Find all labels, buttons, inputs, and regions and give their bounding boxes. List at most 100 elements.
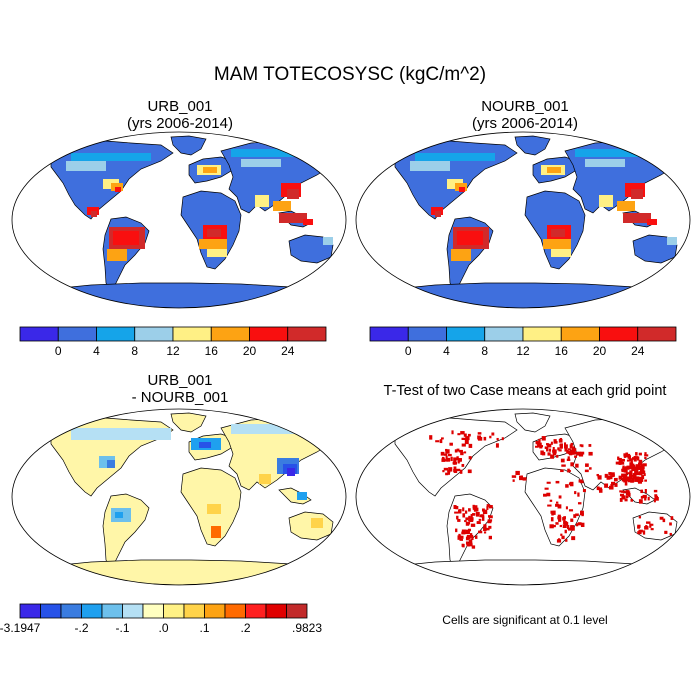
grid-cell: [553, 439, 557, 442]
grid-cell: [544, 487, 549, 490]
grid-cell: [456, 515, 459, 520]
colorbar-tick-label: 24: [631, 344, 645, 358]
grid-cell: [550, 441, 553, 445]
grid-cell: [468, 515, 471, 519]
grid-cell: [621, 497, 626, 500]
colorbar-swatch: [210, 326, 250, 342]
grid-cell: [458, 511, 462, 514]
grid-cell: [568, 509, 574, 512]
grid-cell: [596, 486, 600, 491]
grid-cell: [546, 492, 551, 497]
grid-cell: [553, 441, 558, 444]
map-border: [355, 408, 691, 586]
field-patch: [199, 442, 211, 448]
grid-cell: [571, 536, 576, 541]
grid-cell: [561, 535, 565, 540]
field-patch: [599, 195, 613, 207]
significance-note: Cells are significant at 0.1 level: [442, 613, 608, 627]
grid-cell: [465, 517, 469, 521]
grid-cell: [625, 495, 629, 499]
grid-cell: [563, 516, 566, 519]
grid-cell: [460, 431, 465, 435]
colorbar-tick-label: 8: [131, 344, 138, 358]
grid-cell: [477, 432, 482, 435]
grid-cell: [641, 475, 645, 480]
grid-cell: [491, 432, 495, 436]
grid-cell: [515, 470, 520, 476]
colorbar-swatch: [286, 603, 308, 619]
grid-cell: [568, 469, 571, 473]
grid-cell: [547, 452, 551, 456]
colorbar-swatch: [287, 326, 327, 342]
grid-cell: [481, 516, 485, 521]
grid-cell: [578, 479, 582, 483]
grid-cell: [466, 522, 471, 525]
field-patch: [279, 213, 307, 223]
grid-cell: [546, 447, 549, 452]
grid-cell: [488, 535, 492, 540]
colorbar-tick-label: .2: [240, 621, 250, 635]
grid-cell: [474, 535, 478, 539]
grid-cell: [519, 475, 523, 481]
grid-cell: [546, 481, 551, 484]
colorbar-tick-label: -.1: [115, 621, 129, 635]
field-patch: [547, 167, 561, 173]
grid-cell: [441, 437, 444, 440]
colorbar-urb: 0 4 8 12 16 20 24: [19, 326, 327, 358]
grid-cell: [441, 458, 446, 462]
grid-cell: [566, 458, 571, 462]
grid-cell: [474, 505, 478, 510]
colorbar-tick-label: .9823: [292, 621, 322, 635]
grid-cell: [552, 446, 555, 451]
panel-title-line1: URB_001: [147, 372, 213, 389]
continent-namerica: [394, 417, 518, 497]
grid-cell: [659, 516, 664, 520]
panel-title-line1: T-Test of two Case means at each grid po…: [383, 383, 667, 399]
grid-cell: [565, 539, 568, 542]
grid-cell: [644, 452, 647, 456]
figure-title: MAM TOTECOSYSC (kgC/m^2): [213, 64, 487, 85]
grid-cell: [458, 458, 462, 462]
field-patch: [287, 189, 299, 199]
grid-cell: [463, 433, 467, 437]
grid-cell: [638, 529, 643, 533]
grid-cell: [435, 440, 440, 443]
continent-antarctica: [384, 282, 662, 308]
grid-cell: [445, 472, 449, 476]
grid-cell: [619, 460, 623, 465]
grid-cell: [553, 524, 556, 528]
grid-cell: [610, 472, 615, 476]
colorbar-swatch: [19, 603, 41, 619]
grid-cell: [618, 475, 623, 480]
grid-cell: [560, 458, 565, 463]
grid-cell: [635, 464, 640, 469]
grid-cell: [631, 467, 636, 472]
grid-cell: [633, 456, 639, 460]
grid-cell: [453, 505, 457, 509]
grid-cell: [624, 466, 628, 470]
grid-cell: [550, 454, 554, 459]
grid-cell: [465, 541, 469, 545]
grid-cell: [561, 464, 566, 467]
grid-cell: [501, 437, 504, 441]
grid-cell: [571, 446, 575, 449]
grid-cell: [566, 449, 569, 454]
grid-cell: [478, 530, 483, 534]
grid-cell: [562, 524, 567, 528]
grid-cell: [544, 446, 549, 449]
field-patch: [459, 187, 465, 192]
grid-cell: [552, 453, 557, 456]
grid-cell: [451, 430, 454, 435]
grid-cell: [622, 458, 625, 462]
grid-cell: [624, 481, 628, 486]
grid-cell: [470, 517, 474, 521]
colorbar-tick-label: 16: [205, 344, 219, 358]
grid-cell: [613, 477, 618, 482]
grid-cell: [665, 429, 670, 433]
grid-cell: [640, 467, 643, 471]
field-patch: [241, 159, 281, 167]
grid-cell: [606, 475, 611, 480]
grid-cell: [580, 522, 585, 528]
grid-cell: [539, 445, 544, 448]
grid-cell: [439, 439, 443, 444]
